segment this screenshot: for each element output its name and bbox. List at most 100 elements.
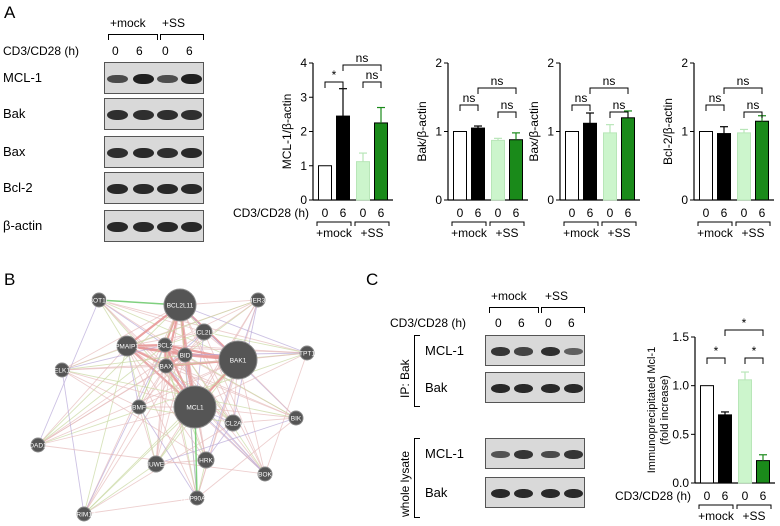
network-edge [126, 345, 297, 419]
x-tick-label: 6 [378, 206, 385, 220]
blot-strip [104, 98, 204, 130]
group-bracket [354, 221, 390, 226]
group-bracket [108, 34, 158, 40]
network-edge [165, 365, 297, 419]
y-axis-label: Immunoprecipitated Mcl-1 [646, 347, 658, 474]
y-tick-label: 1 [300, 159, 307, 173]
x-axis-label: CD3/CD28 (h) [233, 206, 309, 220]
node-label: HRK [199, 458, 213, 465]
network-edge [61, 345, 128, 371]
panel-letter-c: C [366, 270, 379, 289]
y-tick-label: 0.5 [672, 427, 689, 441]
blot-band [156, 109, 178, 120]
network-node-bcl2: BCL2 [157, 337, 174, 353]
y-tick-label: 1.0 [672, 379, 689, 393]
significance-label: ns [491, 74, 504, 88]
significance-label: ns [603, 74, 616, 88]
node-circle [54, 362, 70, 378]
y-tick-label: 0 [547, 193, 554, 207]
network-edge [203, 331, 308, 354]
y-axis-label: Bak/β-actin [415, 101, 429, 161]
network-node-dad1: DAD1 [29, 437, 47, 453]
node-circle [131, 399, 147, 415]
x-tick-label: 6 [513, 206, 520, 220]
network-edge [138, 406, 157, 465]
blot-strip [104, 210, 204, 242]
y-tick-label: 1.5 [672, 330, 689, 344]
significance-bracket [324, 81, 344, 88]
time-label: 6 [136, 44, 143, 58]
node-label: HUWE1 [144, 462, 168, 469]
blot-protein-label: Bak [3, 106, 26, 121]
node-circle [195, 323, 213, 341]
network-edge [98, 299, 196, 408]
node-label: BAK1 [230, 358, 247, 365]
panel-letter-a: A [4, 3, 16, 22]
blot-band [180, 147, 202, 159]
node-label: TRIM17 [72, 512, 96, 519]
blot-band [156, 221, 178, 233]
y-tick-label: 1 [435, 125, 442, 139]
y-axis-label: MCL-1/β-actin [280, 94, 294, 170]
blot-band [180, 109, 202, 120]
network-edge [83, 344, 166, 515]
node-circle [158, 358, 174, 374]
x-tick-label: 0 [704, 489, 711, 503]
node-label: BCL2L11 [167, 303, 194, 310]
significance-bracket [609, 111, 629, 118]
network-node-trim17: TRIM17 [72, 506, 96, 522]
group-bracket [563, 221, 599, 226]
network-edge [237, 359, 266, 475]
network-edge [61, 354, 186, 371]
node-circle [250, 292, 266, 308]
blot-band [180, 183, 202, 195]
node-circle [30, 437, 46, 453]
significance-bracket [744, 357, 764, 364]
network-edge [179, 304, 308, 354]
node-label: BID [180, 353, 191, 360]
significance-label: * [752, 344, 757, 358]
x-tick-label: 0 [322, 206, 329, 220]
x-tick-label: 6 [759, 206, 766, 220]
y-tick-label: 4 [300, 56, 307, 70]
network-edge [184, 354, 297, 419]
network-edge [83, 345, 128, 515]
blot-band [106, 74, 128, 84]
y-axis-label: (fold increase) [659, 375, 671, 445]
network-node-huwe1: HUWE1 [144, 455, 168, 473]
node-circle [197, 451, 215, 469]
significance-bracket [477, 87, 517, 94]
y-tick-label: 2 [681, 56, 688, 70]
x-tick-label: 6 [721, 206, 728, 220]
network-edge [138, 406, 198, 499]
node-label: IER3 [251, 298, 266, 305]
network-edge [37, 352, 308, 446]
network-edge [179, 304, 207, 461]
node-label: ELK1 [54, 368, 70, 375]
network-node-bcl2a1: BCL2A1 [221, 414, 245, 432]
significance-bracket [589, 87, 629, 94]
node-circle [76, 506, 92, 522]
node-label: HSP90AA1 [181, 496, 214, 503]
network-node-bcl2l1: BCL2L1 [192, 323, 216, 341]
significance-bracket [743, 111, 763, 118]
network-node-pmaip1: PMAIP1 [115, 335, 139, 357]
group-bracket [160, 34, 204, 40]
node-label: BIK [291, 416, 302, 423]
x-tick-label: 6 [722, 489, 729, 503]
group-label: +mock [698, 509, 735, 523]
node-circle [163, 288, 197, 322]
node-label: BCL2L1 [192, 330, 216, 337]
network-edge [61, 369, 207, 461]
network-edge [155, 417, 297, 465]
blot-strip [104, 172, 204, 204]
network-edge [61, 344, 166, 371]
blot-band [106, 183, 128, 195]
network-edge [83, 497, 198, 515]
group-label: +SS [495, 226, 518, 240]
node-circle [91, 292, 107, 308]
network-node-bax: BAX [158, 358, 174, 374]
